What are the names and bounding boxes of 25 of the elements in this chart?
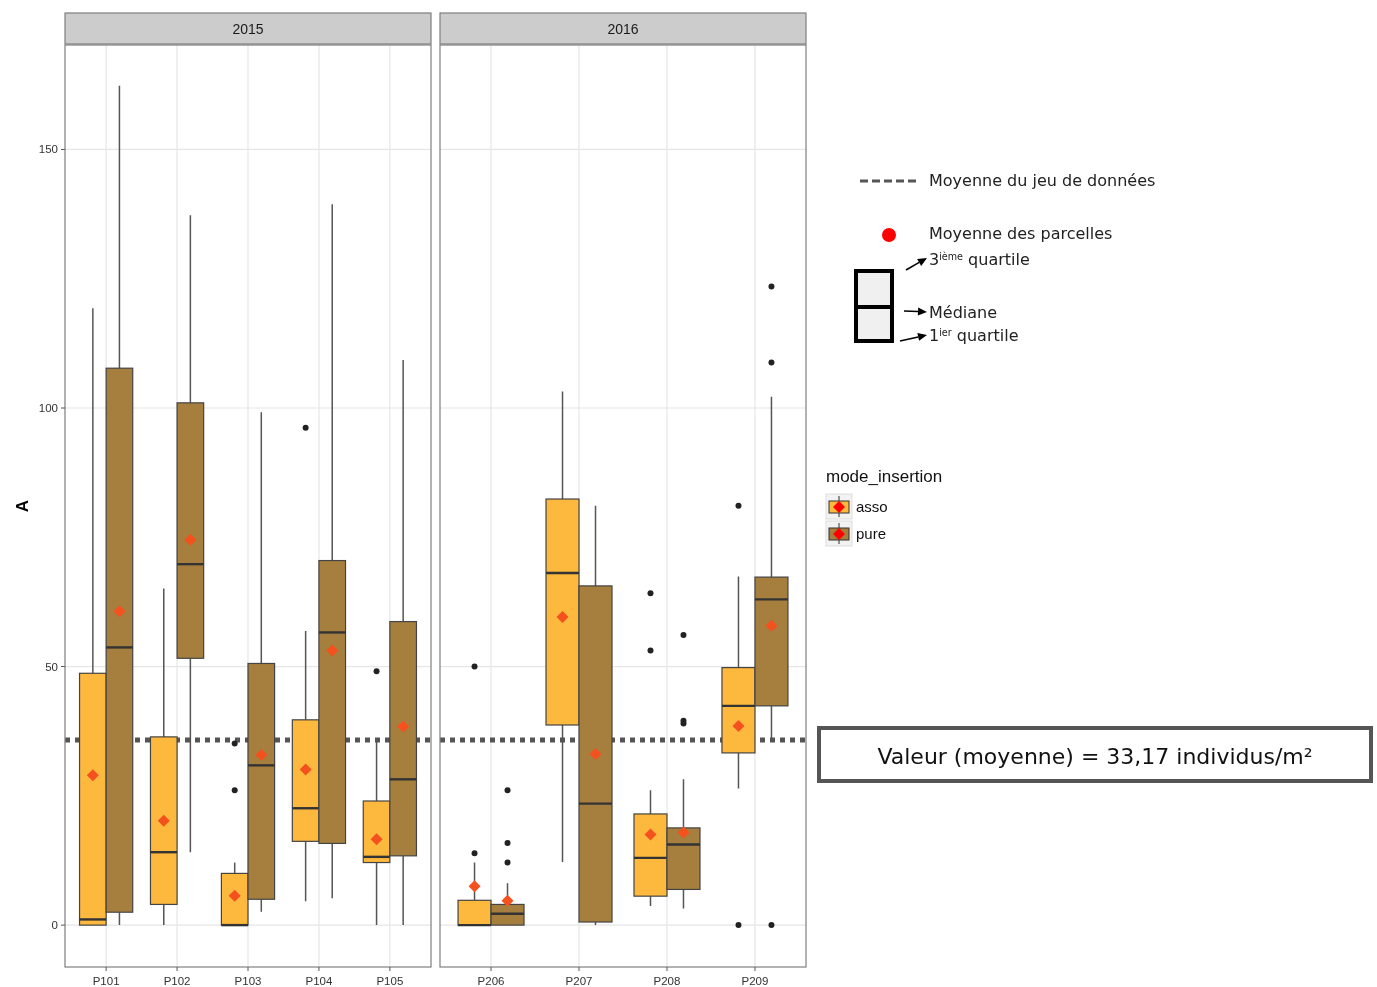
legend-label: asso <box>856 498 888 515</box>
text: 3$^{ième}$ quartile <box>929 250 1030 269</box>
x-tick-label: P206 <box>477 975 505 987</box>
text: 1$^{ier}$ quartile <box>929 326 1019 345</box>
x-tick-label: P102 <box>163 975 191 987</box>
chart-title: 2016 <box>607 21 639 37</box>
text: Valeur (moyenne) = 33,17 individus/m² <box>877 744 1313 769</box>
x-tick-label: P104 <box>305 975 333 987</box>
text: Médiane <box>929 303 998 322</box>
chart-title: 2015 <box>232 21 264 37</box>
y-axis-title: A <box>13 499 32 513</box>
x-tick-label: P105 <box>376 975 404 987</box>
legend-title: mode_insertion <box>826 467 943 486</box>
text: Moyenne des parcelles <box>929 224 1113 243</box>
x-tick-label: P209 <box>741 975 769 987</box>
y-tick-label: 150 <box>38 143 58 156</box>
y-tick-label: 0 <box>51 919 58 932</box>
text: Moyenne du jeu de données <box>929 171 1156 190</box>
x-tick-label: P101 <box>92 975 120 987</box>
y-tick-label: 100 <box>38 402 58 415</box>
x-tick-label: P208 <box>653 975 681 987</box>
legend-label: pure <box>856 525 887 542</box>
x-tick-label: P207 <box>565 975 593 987</box>
x-tick-label: P103 <box>234 975 262 987</box>
y-tick-label: 50 <box>45 660 58 673</box>
